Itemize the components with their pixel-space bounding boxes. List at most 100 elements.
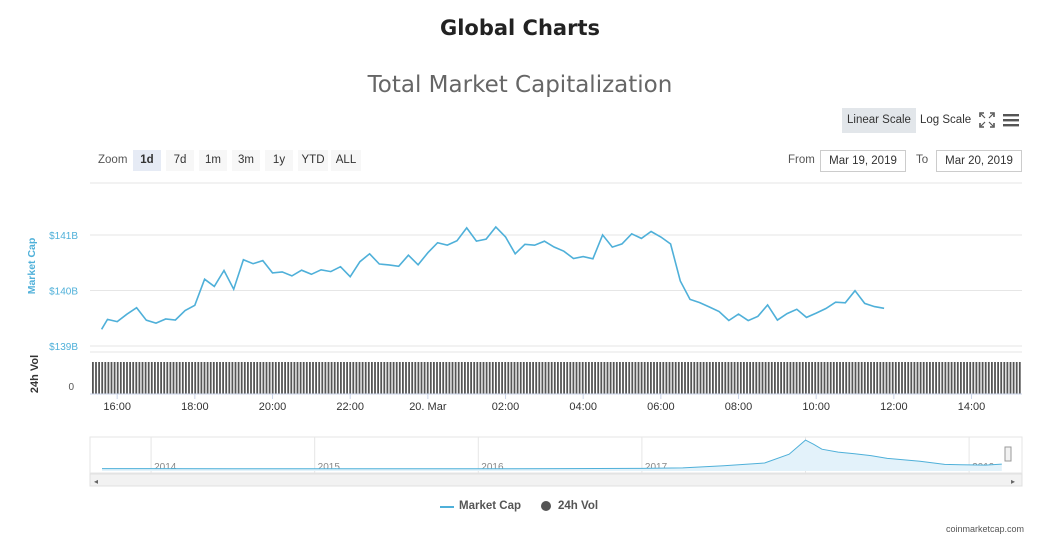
fullscreen-icon[interactable] bbox=[978, 111, 998, 129]
volume-bar bbox=[299, 362, 302, 394]
volume-bar bbox=[867, 362, 869, 394]
from-date-input[interactable]: Mar 19, 2019 bbox=[820, 150, 906, 172]
volume-bar bbox=[206, 362, 209, 394]
volume-bar bbox=[259, 362, 262, 394]
volume-bar bbox=[150, 362, 153, 394]
volume-bar bbox=[780, 362, 782, 394]
scroll-right-arrow: ▸ bbox=[1011, 477, 1015, 486]
volume-bar bbox=[216, 362, 218, 394]
menu-icon[interactable] bbox=[1002, 111, 1022, 129]
volume-bar bbox=[330, 362, 333, 394]
volume-bar bbox=[219, 362, 221, 394]
volume-bar bbox=[417, 362, 420, 394]
volume-bar bbox=[811, 362, 813, 394]
zoom-all-button[interactable]: ALL bbox=[331, 150, 361, 171]
volume-bar bbox=[355, 362, 358, 394]
volume-bar bbox=[138, 362, 141, 394]
volume-bar bbox=[646, 362, 649, 394]
volume-bar bbox=[609, 362, 612, 394]
volume-bar bbox=[240, 362, 243, 394]
volume-bar bbox=[454, 362, 457, 394]
volume-bar bbox=[674, 362, 677, 394]
source-credit: coinmarketcap.com bbox=[945, 524, 1024, 534]
volume-bar bbox=[278, 362, 280, 394]
volume-bar bbox=[361, 362, 364, 394]
volume-bar bbox=[107, 362, 110, 394]
volume-bar bbox=[873, 362, 875, 394]
zoom-1m-button[interactable]: 1m bbox=[199, 150, 227, 171]
volume-bar bbox=[547, 362, 550, 394]
volume-bar bbox=[752, 362, 755, 394]
volume-bar bbox=[978, 362, 981, 394]
volume-bar bbox=[584, 362, 587, 394]
volume-bar bbox=[402, 362, 404, 394]
volume-bar bbox=[588, 362, 590, 394]
log-scale-button[interactable]: Log Scale bbox=[920, 114, 972, 126]
volume-bar bbox=[408, 362, 410, 394]
volume-bar bbox=[476, 362, 479, 394]
volume-bar bbox=[702, 362, 705, 394]
volume-bar bbox=[820, 362, 823, 394]
volume-bar bbox=[947, 362, 950, 394]
x-tick-label: 02:00 bbox=[492, 401, 520, 413]
volume-axis-label: 24h Vol bbox=[29, 355, 41, 393]
volume-bar bbox=[733, 362, 736, 394]
volume-bar bbox=[578, 362, 581, 394]
volume-bar bbox=[101, 362, 104, 394]
x-tick-label: 18:00 bbox=[181, 401, 209, 413]
volume-bar bbox=[575, 362, 578, 394]
y-tick-label: $139B bbox=[49, 342, 78, 353]
volume-bar bbox=[808, 362, 810, 394]
volume-bar bbox=[839, 362, 841, 394]
volume-bar bbox=[612, 362, 615, 394]
x-tick-label: 04:00 bbox=[569, 401, 597, 413]
volume-bar bbox=[265, 362, 268, 394]
grid-lines bbox=[90, 182, 1022, 347]
volume-bar bbox=[293, 362, 296, 394]
volume-bar bbox=[637, 362, 640, 394]
volume-bar bbox=[324, 362, 327, 394]
volume-bar bbox=[231, 362, 234, 394]
volume-bar bbox=[367, 362, 370, 394]
zoom-1y-button[interactable]: 1y bbox=[265, 150, 293, 171]
volume-bar bbox=[916, 362, 919, 394]
linear-scale-button[interactable]: Linear Scale bbox=[842, 108, 916, 133]
volume-bar bbox=[823, 362, 826, 394]
volume-bar bbox=[144, 362, 147, 394]
volume-bar bbox=[110, 362, 113, 394]
volume-bar bbox=[770, 362, 773, 394]
volume-bar bbox=[191, 362, 193, 394]
volume-bar bbox=[907, 362, 910, 394]
volume-bar bbox=[922, 362, 925, 394]
volume-bar bbox=[597, 362, 600, 394]
volume-bar bbox=[532, 362, 534, 394]
volume-bar bbox=[693, 362, 696, 394]
volume-bar bbox=[166, 362, 169, 394]
volume-bar bbox=[953, 362, 956, 394]
volume-bar bbox=[433, 362, 435, 394]
volume-bar bbox=[736, 362, 739, 394]
navigator-handle bbox=[1004, 446, 1012, 462]
volume-bar bbox=[730, 362, 733, 394]
volume-bar bbox=[504, 362, 507, 394]
zoom-ytd-button[interactable]: YTD bbox=[298, 150, 328, 171]
volume-bar bbox=[860, 362, 863, 394]
volume-bar bbox=[836, 362, 838, 394]
volume-bar bbox=[395, 362, 398, 394]
zoom-1d-button[interactable]: 1d bbox=[133, 150, 161, 171]
legend-market-cap[interactable]: Market Cap bbox=[459, 500, 521, 512]
volume-bar bbox=[271, 362, 274, 394]
volume-bar bbox=[795, 362, 798, 394]
volume-bar bbox=[364, 362, 367, 394]
volume-bar bbox=[147, 362, 150, 394]
volume-bar bbox=[541, 362, 544, 394]
volume-bar bbox=[222, 362, 224, 394]
zoom-3m-button[interactable]: 3m bbox=[232, 150, 260, 171]
volume-bar bbox=[262, 362, 265, 394]
legend-volume[interactable]: 24h Vol bbox=[558, 500, 599, 512]
to-date-input[interactable]: Mar 20, 2019 bbox=[936, 150, 1022, 172]
volume-bar bbox=[882, 362, 885, 394]
zoom-7d-button[interactable]: 7d bbox=[166, 150, 194, 171]
volume-bar bbox=[854, 362, 857, 394]
